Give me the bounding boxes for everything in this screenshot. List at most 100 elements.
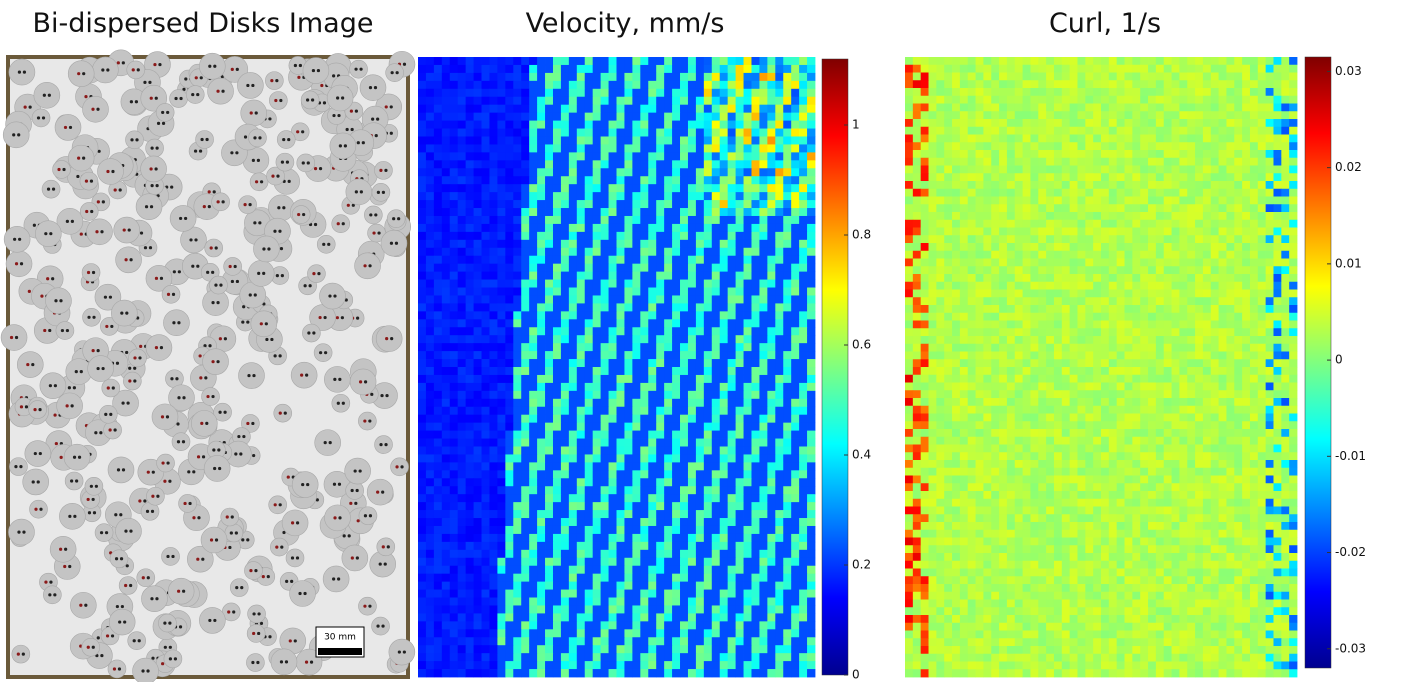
heatmap-cell [664, 57, 672, 65]
heatmap-cell [648, 582, 656, 590]
heatmap-cell [759, 423, 767, 431]
heatmap-cell [656, 208, 664, 216]
heatmap-cell [672, 478, 680, 486]
heatmap-cell [728, 160, 736, 168]
disk [43, 586, 61, 604]
heatmap-cell [672, 486, 680, 494]
dot [216, 360, 219, 363]
heatmap-cell [791, 590, 799, 598]
dot [138, 356, 141, 359]
heatmap-cell [529, 152, 537, 160]
disk [141, 586, 167, 612]
heatmap-cell [601, 502, 609, 510]
heatmap-cell [632, 343, 640, 351]
heatmap-cell [537, 303, 545, 311]
heatmap-cell [617, 423, 625, 431]
heatmap-cell [609, 168, 617, 176]
heatmap-cell [466, 343, 474, 351]
heatmap-cell [466, 81, 474, 89]
heatmap-cell [688, 439, 696, 447]
heatmap-cell [418, 319, 426, 327]
heatmap-cell [585, 582, 593, 590]
heatmap-cell [513, 57, 521, 65]
heatmap-cell [617, 264, 625, 272]
heatmap-cell [450, 224, 458, 232]
heatmap-cell [704, 415, 712, 423]
heatmap-cell [474, 113, 482, 121]
heatmap-cell [489, 272, 497, 280]
heatmap-cell [458, 168, 466, 176]
dot [177, 590, 180, 593]
heatmap-cell [624, 407, 632, 415]
heatmap-cell [688, 494, 696, 502]
heatmap-cell [442, 629, 450, 637]
heatmap-cell [807, 144, 815, 152]
heatmap-cell [751, 605, 759, 613]
heatmap-cell [585, 454, 593, 462]
heatmap-cell [434, 574, 442, 582]
heatmap-cell [728, 359, 736, 367]
heatmap-cell [418, 502, 426, 510]
heatmap-cell [783, 200, 791, 208]
heatmap-cell [736, 351, 744, 359]
heatmap-cell [521, 303, 529, 311]
heatmap-cell [617, 399, 625, 407]
disk [1, 325, 27, 351]
dot [338, 516, 341, 519]
dot [124, 584, 127, 587]
disk [55, 114, 81, 140]
heatmap-cell [450, 129, 458, 137]
heatmap-cell [783, 431, 791, 439]
heatmap-cell [426, 295, 434, 303]
disk [315, 430, 341, 456]
dot [23, 70, 26, 73]
heatmap-cell [728, 97, 736, 105]
heatmap-cell [712, 288, 720, 296]
heatmap-cell [561, 81, 569, 89]
heatmap-cell [728, 446, 736, 454]
heatmap-cell [632, 383, 640, 391]
heatmap-cell [434, 446, 442, 454]
heatmap-cell [482, 478, 490, 486]
heatmap-cell [474, 613, 482, 621]
heatmap-cell [696, 160, 704, 168]
heatmap-cell [712, 81, 720, 89]
heatmap-cell [656, 375, 664, 383]
heatmap-cell [601, 152, 609, 160]
dot [260, 322, 263, 325]
dot [222, 200, 225, 203]
heatmap-cell [450, 113, 458, 121]
heatmap-cell [783, 152, 791, 160]
heatmap-cell [609, 383, 617, 391]
heatmap-cell [601, 510, 609, 518]
dot [254, 293, 257, 296]
heatmap-cell [609, 136, 617, 144]
heatmap-cell [569, 240, 577, 248]
dot [208, 65, 211, 68]
heatmap-cell [569, 105, 577, 113]
heatmap-cell [466, 454, 474, 462]
heatmap-cell [609, 415, 617, 423]
heatmap-cell [466, 57, 474, 65]
heatmap-cell [505, 343, 513, 351]
dot [212, 448, 215, 451]
heatmap-cell [569, 526, 577, 534]
heatmap-cell [720, 160, 728, 168]
heatmap-cell [505, 383, 513, 391]
heatmap-cell [617, 431, 625, 439]
disk [162, 547, 180, 565]
heatmap-cell [474, 272, 482, 280]
heatmap-cell [632, 415, 640, 423]
heatmap-cell [648, 136, 656, 144]
heatmap-cell [656, 542, 664, 550]
heatmap-cell [442, 97, 450, 105]
heatmap-cell [609, 303, 617, 311]
heatmap-cell [736, 629, 744, 637]
heatmap-cell [466, 105, 474, 113]
heatmap-cell [632, 152, 640, 160]
heatmap-cell [640, 574, 648, 582]
heatmap-cell [593, 605, 601, 613]
dot [77, 72, 80, 75]
heatmap-cell [537, 391, 545, 399]
heatmap-cell [736, 582, 744, 590]
